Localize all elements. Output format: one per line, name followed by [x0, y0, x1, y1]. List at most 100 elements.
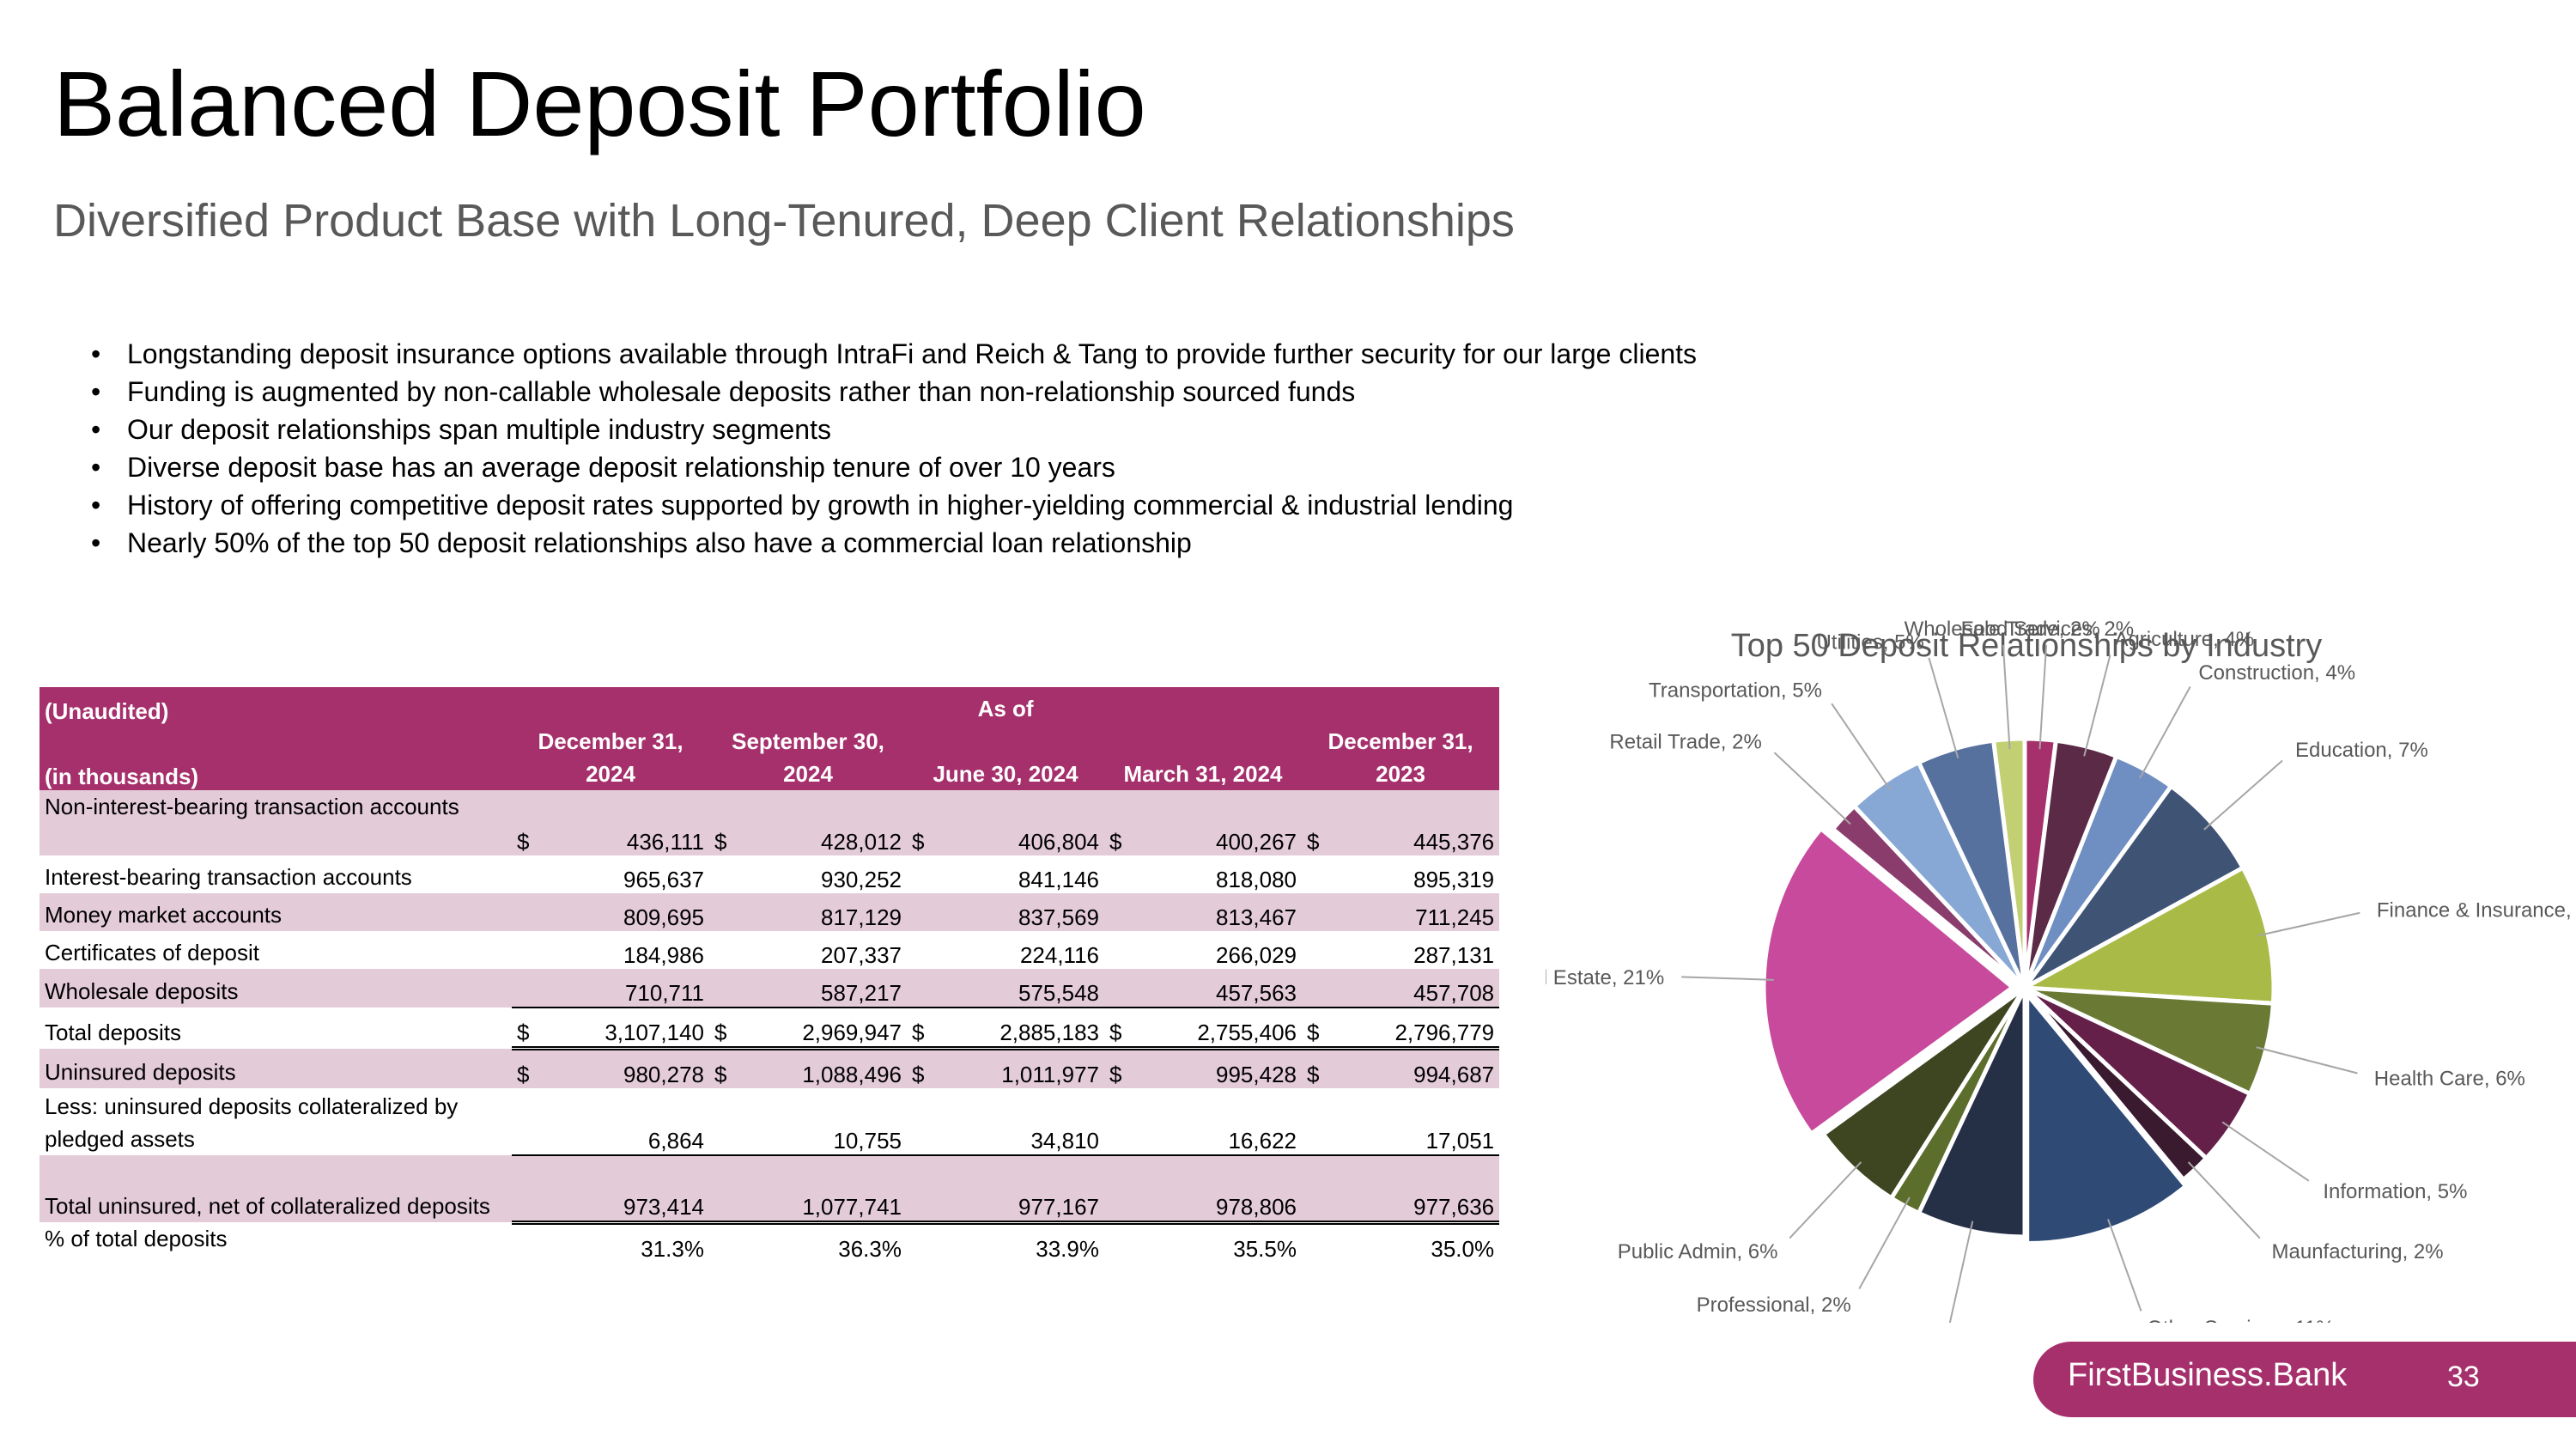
slice-label: Wholesale Trade, 2% — [1905, 618, 2100, 641]
leader-line — [2083, 654, 2111, 757]
leader-line — [1858, 1196, 1911, 1290]
currency-symbol: $ — [512, 1048, 546, 1088]
cell-value: 818,080 — [1216, 867, 1297, 892]
slice-label: Other Services, 11% — [2147, 1317, 2334, 1323]
cell-value: 809,695 — [546, 893, 709, 931]
row-label: Less: uninsured deposits collateralized … — [45, 1093, 459, 1152]
cell-value: 978,806 — [1139, 1154, 1302, 1225]
brand-logo-text: FirstBusiness.Bank — [2068, 1357, 2348, 1393]
currency-symbol: $ — [512, 1007, 546, 1050]
leader-line — [2203, 759, 2283, 831]
cell-value: 1,088,496 — [744, 1048, 907, 1088]
row-label: Money market accounts — [39, 893, 512, 931]
cell-value: 428,012 — [744, 790, 907, 855]
currency-symbol: $ — [1104, 1007, 1139, 1050]
currency-symbol: $ — [1104, 790, 1139, 855]
currency-symbol: $ — [907, 1048, 941, 1088]
row-label: Wholesale deposits — [39, 969, 512, 1008]
table-row: Certificates of deposit 184,986 207,337 … — [39, 931, 1499, 969]
table-row: % of total deposits 31.3% 36.3% 33.9% 35… — [39, 1222, 1499, 1263]
column-header: December 31, 2023 — [1302, 725, 1500, 790]
leader-line — [1831, 703, 1892, 791]
cell-value: 17,051 — [1425, 1128, 1495, 1154]
cell-value: 33.9% — [1036, 1235, 1099, 1262]
bullet-item: Diverse deposit base has an average depo… — [91, 448, 1697, 486]
currency-symbol: $ — [709, 1007, 744, 1050]
cell-value: 2,796,779 — [1336, 1007, 1500, 1050]
table-row-total: Total deposits $ 3,107,140 $ 2,969,947 $… — [39, 1007, 1500, 1050]
currency-symbol: $ — [907, 1007, 941, 1050]
slice-label: Finance & Insurance, 9% — [2377, 898, 2576, 922]
page-subtitle: Diversified Product Base with Long-Tenur… — [53, 195, 1515, 247]
slice-label: Maunfacturing, 2% — [2272, 1240, 2444, 1263]
cell-value: 287,131 — [1413, 942, 1495, 968]
cell-value: 930,252 — [821, 867, 902, 892]
currency-symbol: $ — [512, 790, 546, 855]
unaudited-label: (Unaudited) — [39, 687, 512, 725]
slice-label: Education, 7% — [2295, 739, 2428, 762]
currency-symbol: $ — [709, 790, 744, 855]
column-header: September 30, 2024 — [709, 725, 907, 790]
slice-label: Information, 5% — [2323, 1180, 2467, 1203]
units-label: (in thousands) — [39, 725, 512, 790]
column-header: June 30, 2024 — [907, 725, 1104, 790]
leader-line — [1681, 976, 1774, 981]
slice-label: Retail Trade, 2% — [1609, 730, 1761, 753]
table-row: Non-interest-bearing transaction account… — [39, 790, 1500, 855]
slice-label: Health Care, 6% — [2374, 1067, 2525, 1090]
cell-value: 184,986 — [623, 942, 704, 968]
cell-value: 895,319 — [1413, 867, 1495, 892]
cell-value: 224,116 — [1019, 942, 1099, 968]
bullet-list: Longstanding deposit insurance options a… — [91, 335, 1697, 562]
cell-value: 575,548 — [941, 969, 1104, 1008]
cell-value: 2,885,183 — [941, 1007, 1104, 1050]
cell-value: 16,622 — [1228, 1128, 1297, 1154]
currency-symbol: $ — [1302, 1007, 1336, 1050]
table-row-total: Total uninsured, net of collateralized d… — [39, 1154, 1500, 1225]
bullet-item: Nearly 50% of the top 50 deposit relatio… — [91, 524, 1697, 562]
row-label: Total deposits — [45, 1019, 181, 1045]
cell-value: 400,267 — [1139, 790, 1302, 855]
cell-value: 436,111 — [546, 790, 709, 855]
row-label: Non-interest-bearing transaction account… — [39, 790, 512, 855]
leader-line — [2221, 1121, 2310, 1182]
table-row: Money market accounts 809,695 817,129 83… — [39, 893, 1500, 931]
currency-symbol: $ — [907, 790, 941, 855]
page-number: 33 — [2447, 1361, 2480, 1393]
cell-value: 35.5% — [1233, 1235, 1297, 1262]
row-label: Total uninsured, net of collateralized d… — [39, 1155, 512, 1222]
industry-pie-chart: Top 50 Deposit Relationships by Industry… — [1546, 618, 2576, 1323]
slice-label: Professional, 2% — [1697, 1294, 1851, 1317]
slice-label: Construction, 4% — [2198, 661, 2355, 685]
cell-value: 445,376 — [1336, 790, 1500, 855]
slice-label: Utilities, 5% — [1816, 631, 1923, 654]
column-header: March 31, 2024 — [1104, 725, 1302, 790]
slice-label: Agriculture, 4% — [2114, 628, 2254, 651]
table-header-row: (Unaudited) As of — [39, 687, 1500, 725]
leader-line — [2139, 685, 2191, 779]
cell-value: 995,428 — [1139, 1048, 1302, 1088]
leader-line — [1948, 1221, 1974, 1323]
leader-line — [2256, 1046, 2358, 1075]
leader-line — [1773, 752, 1851, 825]
cell-value: 1,011,977 — [941, 1048, 1104, 1088]
cell-value: 3,107,140 — [546, 1007, 709, 1050]
cell-value: 994,687 — [1336, 1048, 1500, 1088]
row-label: Uninsured deposits — [39, 1048, 512, 1088]
leader-line — [2257, 911, 2360, 937]
bullet-item: Our deposit relationships span multiple … — [91, 411, 1697, 448]
cell-value: 207,337 — [821, 942, 902, 968]
leader-line — [2187, 1161, 2261, 1239]
table-header-row: (in thousands) December 31, 2024 Septemb… — [39, 725, 1500, 790]
leader-line — [1928, 657, 1959, 758]
cell-value: 710,711 — [546, 969, 709, 1008]
cell-value: 6,864 — [647, 1128, 704, 1154]
deposits-table: (Unaudited) As of (in thousands) Decembe… — [39, 687, 1500, 1263]
footer-banner: FirstBusiness.Bank 33 — [2033, 1342, 2576, 1417]
slice-label: Real Estate, 21% — [1546, 966, 1664, 989]
column-header: December 31, 2024 — [512, 725, 709, 790]
currency-symbol: $ — [1104, 1048, 1139, 1088]
bullet-item: History of offering competitive deposit … — [91, 486, 1697, 524]
cell-value: 406,804 — [941, 790, 1104, 855]
currency-symbol: $ — [1302, 790, 1336, 855]
